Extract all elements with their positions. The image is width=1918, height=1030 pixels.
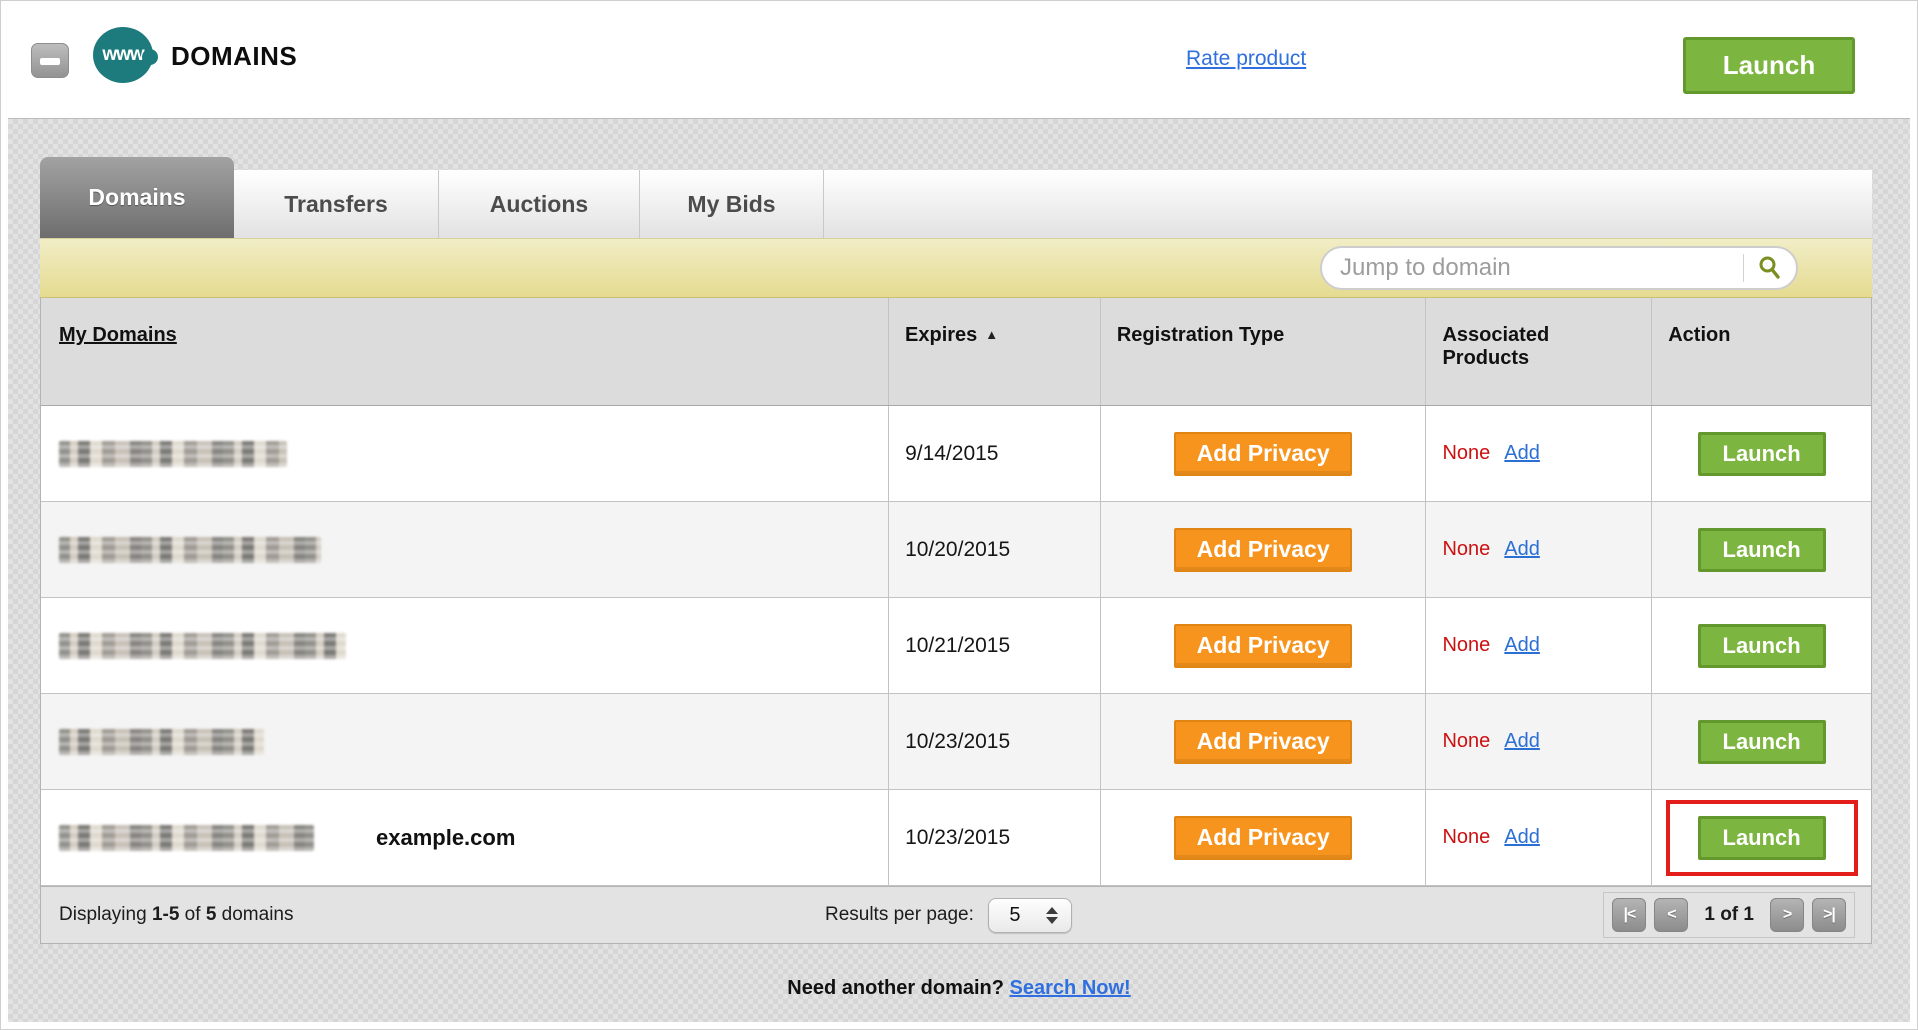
first-page-button[interactable]: |< [1612, 898, 1647, 932]
blurred-domain-name [59, 728, 264, 755]
search-now-link[interactable]: Search Now! [1009, 977, 1131, 999]
expires-label: Expires [905, 324, 978, 346]
domains-table: My Domains Expires ▲ Registration Type As… [40, 298, 1872, 886]
expires-date: 10/23/2015 [905, 729, 1011, 753]
tab-auctions[interactable]: Auctions [439, 170, 640, 238]
displaying-unit: domains [216, 904, 294, 925]
rate-product-link[interactable]: Rate product [1186, 47, 1307, 70]
need-domain-prompt: Need another domain? Search Now! [8, 977, 1910, 1000]
add-privacy-button[interactable]: Add Privacy [1174, 815, 1353, 860]
need-domain-text: Need another domain? [787, 977, 1010, 999]
launch-button[interactable]: Launch [1697, 431, 1826, 476]
launch-button[interactable]: Launch [1697, 623, 1826, 668]
blurred-domain-name [59, 632, 346, 659]
red-highlight-box: Launch [1665, 799, 1858, 876]
column-header-action: Action [1651, 298, 1871, 405]
tab-domains[interactable]: Domains [40, 157, 234, 238]
add-product-link[interactable]: Add [1504, 826, 1540, 848]
add-privacy-button[interactable]: Add Privacy [1174, 527, 1353, 572]
last-page-button[interactable]: >| [1811, 898, 1846, 932]
add-privacy-button[interactable]: Add Privacy [1174, 719, 1353, 764]
tab-bar-filler [824, 170, 1872, 238]
column-header-associated-products: Associated Products [1425, 298, 1651, 405]
add-product-link[interactable]: Add [1504, 442, 1540, 464]
www-product-icon: www [93, 27, 158, 83]
add-product-link[interactable]: Add [1504, 538, 1540, 560]
tab-my-bids[interactable]: My Bids [640, 170, 824, 238]
add-privacy-button[interactable]: Add Privacy [1174, 431, 1353, 476]
column-header-registration-type: Registration Type [1099, 298, 1426, 405]
table-row: 9/14/2015 Add Privacy None Add Launch [41, 406, 1871, 502]
domain-annotation: example.com [376, 824, 516, 850]
next-page-button[interactable]: > [1769, 898, 1804, 932]
add-product-link[interactable]: Add [1504, 634, 1540, 656]
table-header-row: My Domains Expires ▲ Registration Type As… [41, 298, 1871, 406]
displaying-of: of [179, 904, 206, 925]
results-per-page-group: Results per page: 5 [824, 897, 1072, 933]
expires-date: 10/23/2015 [905, 825, 1011, 849]
minus-icon [40, 58, 60, 65]
add-privacy-button[interactable]: Add Privacy [1174, 623, 1353, 668]
collapse-button[interactable] [31, 43, 69, 78]
expires-date: 10/20/2015 [905, 537, 1011, 561]
search-divider [1743, 254, 1744, 282]
page-indicator: 1 of 1 [1704, 904, 1754, 925]
blurred-domain-name [59, 440, 287, 467]
page-title: DOMAINS [171, 41, 298, 71]
results-per-page-select[interactable]: 5 [987, 897, 1072, 933]
table-row: 10/23/2015 Add Privacy None Add Launch [41, 694, 1871, 790]
expires-date: 9/14/2015 [905, 441, 999, 465]
associated-products-value: None [1442, 730, 1491, 752]
results-per-page-label: Results per page: [824, 904, 974, 925]
previous-page-button[interactable]: < [1654, 898, 1689, 932]
associated-products-value: None [1442, 538, 1491, 560]
stepper-arrows-icon [1041, 906, 1063, 924]
search-input[interactable] [1322, 254, 1743, 282]
blurred-domain-name [59, 824, 314, 851]
expires-date: 10/21/2015 [905, 633, 1011, 657]
displaying-count: Displaying 1-5 of 5 domains [41, 904, 294, 926]
column-header-my-domains[interactable]: My Domains [59, 324, 177, 346]
tab-transfers[interactable]: Transfers [234, 170, 439, 238]
jump-to-domain-searchbox [1320, 246, 1798, 290]
displaying-label: Displaying [59, 904, 152, 925]
table-row-example-com: example.com 10/23/2015 Add Privacy None A… [41, 790, 1871, 886]
associated-products-value: None [1442, 442, 1491, 464]
tab-bar: Domains Transfers Auctions My Bids [40, 157, 1872, 238]
launch-button[interactable]: Launch [1697, 719, 1826, 764]
table-row: 10/21/2015 Add Privacy None Add Launch [41, 598, 1871, 694]
blurred-domain-name [59, 536, 321, 563]
pagination: |< < 1 of 1 > >| [1603, 892, 1855, 938]
table-footer: Displaying 1-5 of 5 domains Results per … [40, 886, 1872, 944]
column-header-expires[interactable]: Expires ▲ [888, 298, 1100, 405]
launch-button-highlighted[interactable]: Launch [1697, 815, 1826, 860]
results-per-page-value: 5 [1009, 903, 1021, 926]
search-toolbar [40, 238, 1872, 298]
launch-button[interactable]: Launch [1697, 527, 1826, 572]
launch-button-header[interactable]: Launch [1683, 37, 1855, 94]
magnifier-icon[interactable] [1744, 248, 1796, 288]
app-header: www DOMAINS Rate product Launch [1, 1, 1917, 118]
content-panel: Domains Transfers Auctions My Bids [8, 118, 1910, 1022]
associated-products-value: None [1442, 634, 1491, 656]
displaying-total: 5 [205, 904, 217, 925]
add-product-link[interactable]: Add [1504, 730, 1540, 752]
sort-ascending-icon: ▲ [985, 327, 999, 342]
associated-products-value: None [1442, 826, 1491, 848]
table-row: 10/20/2015 Add Privacy None Add Launch [41, 502, 1871, 598]
displaying-range: 1-5 [151, 904, 180, 925]
